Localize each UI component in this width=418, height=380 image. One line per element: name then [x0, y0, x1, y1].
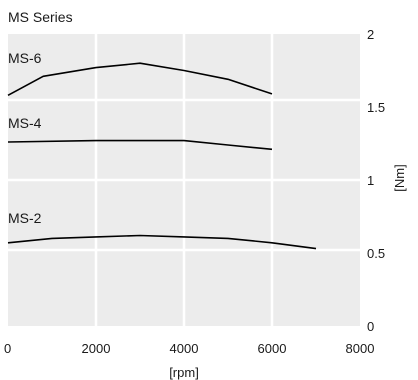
x-tick-label: 6000 [258, 341, 287, 356]
series-line-ms-2 [7, 234, 317, 250]
y-axis-ticks: 0 0.5 1 1.5 2 [367, 27, 385, 334]
chart-title: MS Series [8, 9, 73, 25]
series-line-ms-4 [7, 139, 273, 151]
x-tick-label: 8000 [346, 341, 375, 356]
y-tick-label: 1.5 [367, 100, 385, 115]
y-tick-label: 1 [367, 173, 374, 188]
series-lines [7, 62, 317, 250]
x-tick-label: 0 [4, 341, 11, 356]
x-axis-label: [rpm] [169, 365, 199, 380]
grid-lines [8, 34, 360, 326]
y-axis-label: [Nm] [392, 164, 407, 191]
series-label-ms-6: MS-6 [8, 50, 42, 66]
y-tick-label: 2 [367, 27, 374, 42]
series-label-ms-4: MS-4 [8, 115, 42, 131]
series-label-ms-2: MS-2 [8, 210, 42, 226]
y-tick-label: 0.5 [367, 246, 385, 261]
x-tick-label: 4000 [170, 341, 199, 356]
series-labels: MS-6 MS-4 MS-2 [8, 50, 42, 226]
series-line-ms-6 [7, 62, 273, 97]
x-axis-ticks: 0 2000 4000 6000 8000 [4, 341, 374, 356]
y-tick-label: 0 [367, 319, 374, 334]
x-tick-label: 2000 [82, 341, 111, 356]
